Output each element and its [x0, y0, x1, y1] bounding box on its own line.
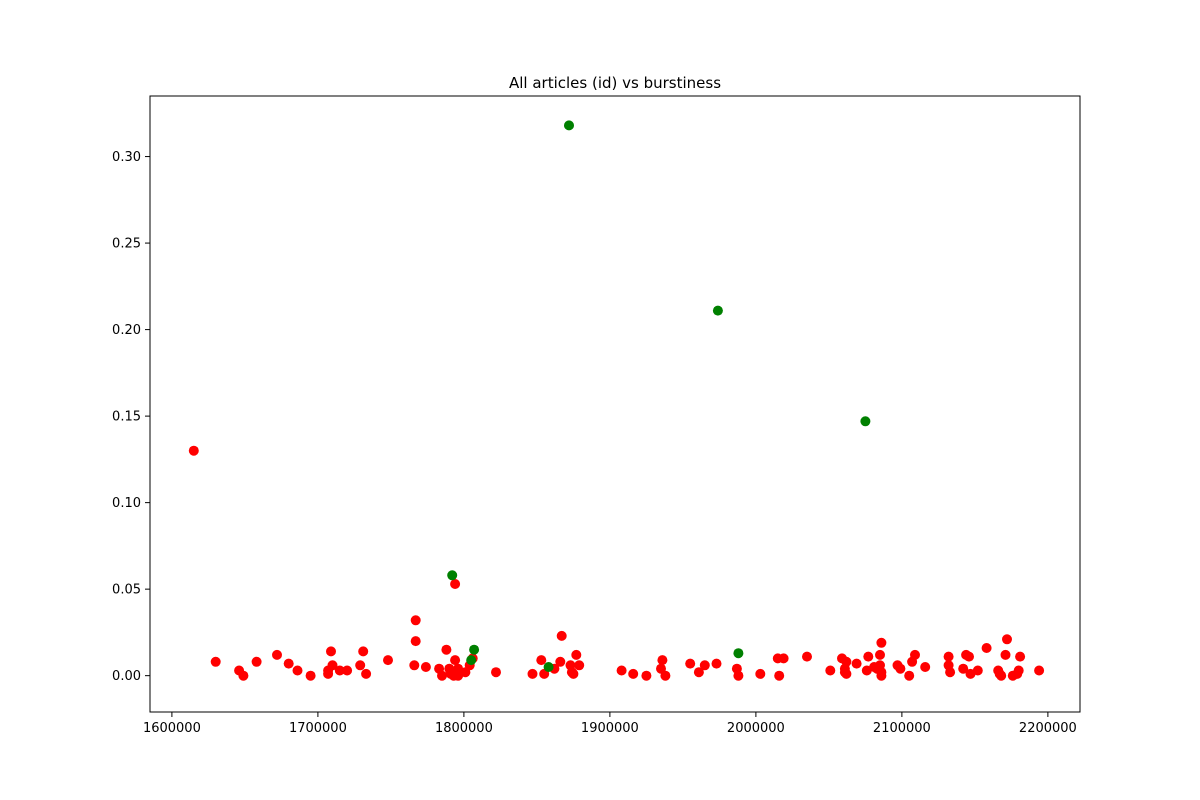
data-point — [660, 670, 671, 681]
data-point — [711, 658, 722, 669]
data-point — [774, 670, 785, 681]
data-point — [1015, 651, 1026, 662]
data-point — [361, 668, 372, 679]
data-point — [841, 668, 852, 679]
data-point — [450, 579, 461, 589]
y-tick-label: 0.25 — [112, 237, 141, 252]
data-point — [441, 644, 452, 655]
data-point — [450, 655, 461, 666]
data-point — [491, 667, 501, 678]
data-point — [1013, 665, 1024, 676]
x-tick-label: 2000000 — [727, 721, 785, 736]
data-point — [383, 655, 393, 666]
data-point — [895, 663, 906, 674]
x-tick-label: 1900000 — [581, 721, 639, 736]
data-point — [628, 668, 639, 679]
x-tick-label: 2100000 — [873, 721, 931, 736]
x-tick-label: 1600000 — [143, 721, 201, 736]
data-point — [283, 658, 294, 669]
data-point — [851, 658, 862, 669]
data-point — [699, 660, 710, 671]
data-point — [334, 665, 345, 676]
data-point — [342, 665, 353, 676]
data-point — [555, 656, 566, 667]
data-point — [527, 668, 538, 679]
data-point — [904, 670, 915, 681]
data-point — [355, 660, 366, 671]
data-point — [420, 662, 431, 672]
data-point — [876, 670, 887, 681]
y-tick-label: 0.00 — [112, 669, 141, 684]
data-point — [358, 646, 369, 657]
data-point — [326, 646, 336, 657]
data-point — [712, 305, 723, 316]
data-point — [564, 120, 574, 131]
y-tick-label: 0.05 — [112, 583, 141, 598]
data-point — [981, 643, 992, 653]
data-point — [543, 662, 554, 672]
plot-frame — [149, 95, 1081, 713]
y-tick-label: 0.10 — [112, 496, 141, 511]
data-point — [825, 665, 836, 676]
data-point — [469, 644, 480, 655]
y-tick-label: 0.15 — [112, 410, 141, 425]
data-point — [536, 655, 547, 666]
x-tick-label: 2200000 — [1019, 721, 1077, 736]
data-point — [875, 649, 885, 660]
data-point — [945, 667, 956, 678]
data-point — [802, 651, 812, 662]
data-point — [410, 636, 421, 647]
data-point — [292, 665, 303, 676]
data-point — [568, 668, 579, 679]
data-point — [778, 653, 789, 664]
data-point — [251, 656, 262, 667]
x-tick-label: 1800000 — [435, 721, 493, 736]
data-point — [943, 651, 954, 662]
data-point — [910, 649, 920, 660]
data-point — [272, 649, 282, 660]
data-point — [556, 630, 567, 641]
data-point — [238, 670, 249, 681]
data-point — [616, 665, 627, 676]
data-point — [1000, 649, 1011, 660]
data-point — [996, 670, 1007, 681]
data-point — [437, 670, 447, 681]
data-point — [863, 651, 874, 662]
data-point — [571, 649, 582, 660]
data-point — [964, 651, 974, 662]
data-point — [958, 663, 969, 674]
data-point — [447, 570, 458, 581]
data-point — [409, 660, 420, 671]
data-point — [641, 670, 652, 681]
data-point — [323, 668, 334, 679]
data-point — [466, 655, 477, 666]
data-point — [188, 445, 199, 456]
data-point — [574, 660, 585, 671]
data-point — [210, 656, 221, 667]
data-point — [327, 660, 338, 671]
data-point — [305, 670, 316, 681]
data-point — [410, 615, 421, 626]
data-point — [1034, 665, 1045, 676]
y-tick-label: 0.30 — [112, 150, 141, 165]
axes: 1600000 1700000 1800000 1900000 2000000 21000… — [112, 95, 1081, 736]
scatter-points — [188, 120, 1045, 681]
data-point — [755, 668, 766, 679]
data-point — [920, 662, 931, 672]
data-point — [733, 670, 744, 681]
y-tick-label: 0.20 — [112, 323, 141, 338]
x-tick-label: 1700000 — [289, 721, 347, 736]
data-point — [733, 648, 744, 659]
data-point — [693, 667, 704, 678]
data-point — [685, 658, 696, 669]
data-point — [841, 656, 852, 667]
data-point — [1002, 634, 1012, 645]
data-point — [860, 416, 871, 427]
data-point — [876, 637, 887, 648]
data-point — [657, 655, 668, 666]
chart-title: All articles (id) vs burstiness — [509, 74, 721, 92]
data-point — [972, 665, 983, 676]
